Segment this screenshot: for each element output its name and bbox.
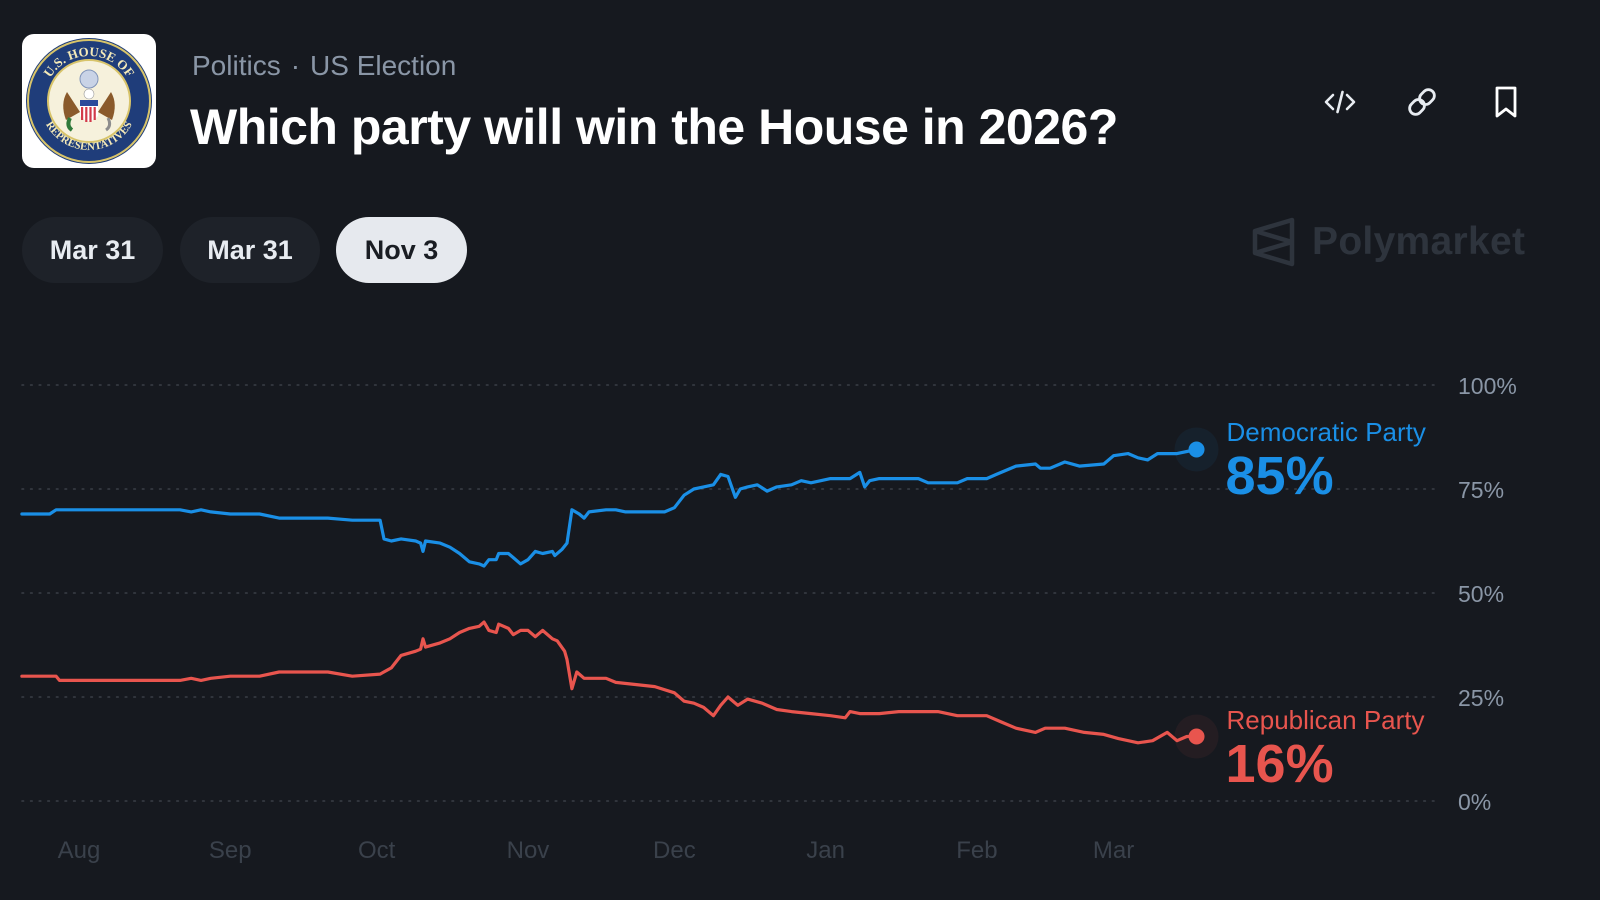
copy-link-button[interactable] xyxy=(1400,80,1444,124)
tab-mar-31-first[interactable]: Mar 31 xyxy=(22,217,163,283)
tab-mar-31-second[interactable]: Mar 31 xyxy=(180,217,320,283)
y-tick-label: 50% xyxy=(1458,581,1504,607)
polymarket-wordmark: Polymarket xyxy=(1312,220,1526,263)
bookmark-icon xyxy=(1495,86,1517,118)
x-tick-label: Oct xyxy=(358,837,396,864)
breadcrumb-politics[interactable]: Politics xyxy=(192,50,281,81)
chart-end-dots xyxy=(1174,427,1219,759)
x-tick-label: Sep xyxy=(209,837,252,864)
legend-label-republican: Republican Party xyxy=(1226,704,1425,735)
bookmark-button[interactable] xyxy=(1484,80,1528,124)
y-tick-label: 75% xyxy=(1458,477,1504,503)
x-tick-label: Dec xyxy=(653,837,696,864)
tab-label: Nov 3 xyxy=(364,234,439,265)
breadcrumb-us-election[interactable]: US Election xyxy=(310,50,457,81)
page-title: Which party will win the House in 2026? xyxy=(190,99,1118,155)
legend-label-democratic: Democratic Party xyxy=(1226,417,1426,448)
embed-code-icon xyxy=(1324,90,1356,114)
x-tick-label: Aug xyxy=(58,837,101,864)
market-logo: U.S. HOUSE OF REPRESENTATIVES xyxy=(22,34,156,168)
y-tick-label: 25% xyxy=(1458,685,1504,711)
breadcrumb: Politics · US Election xyxy=(192,50,456,82)
end-dot-democratic xyxy=(1188,441,1205,458)
x-tick-label: Mar xyxy=(1093,837,1134,864)
tab-nov-3[interactable]: Nov 3 xyxy=(336,217,467,283)
legend-value-democratic: 85% xyxy=(1225,446,1334,507)
breadcrumb-separator: · xyxy=(290,50,301,81)
y-tick-label: 0% xyxy=(1458,789,1491,815)
polymarket-watermark: Polymarket xyxy=(1252,216,1525,268)
tab-label: Mar 31 xyxy=(207,234,293,265)
legend-value-republican: 16% xyxy=(1225,733,1334,794)
y-axis-labels: 100% 75% 50% 25% 0% xyxy=(1458,373,1517,815)
link-icon xyxy=(1408,88,1436,116)
x-tick-label: Feb xyxy=(956,837,997,864)
polymarket-logo-icon xyxy=(1252,217,1295,267)
x-tick-label: Nov xyxy=(507,837,550,864)
embed-button[interactable] xyxy=(1318,80,1362,124)
chart-lines xyxy=(20,447,1199,745)
us-house-seal-icon: U.S. HOUSE OF REPRESENTATIVES xyxy=(26,38,152,164)
x-tick-label: Jan xyxy=(806,837,845,864)
end-dot-republican xyxy=(1188,728,1205,745)
x-axis-labels: Aug Sep Oct Nov Dec Jan Feb Mar xyxy=(58,837,1135,864)
tab-label: Mar 31 xyxy=(49,234,136,265)
series-line-democratic xyxy=(20,447,1199,568)
series-line-republican xyxy=(20,620,1199,745)
y-tick-label: 100% xyxy=(1458,373,1517,399)
